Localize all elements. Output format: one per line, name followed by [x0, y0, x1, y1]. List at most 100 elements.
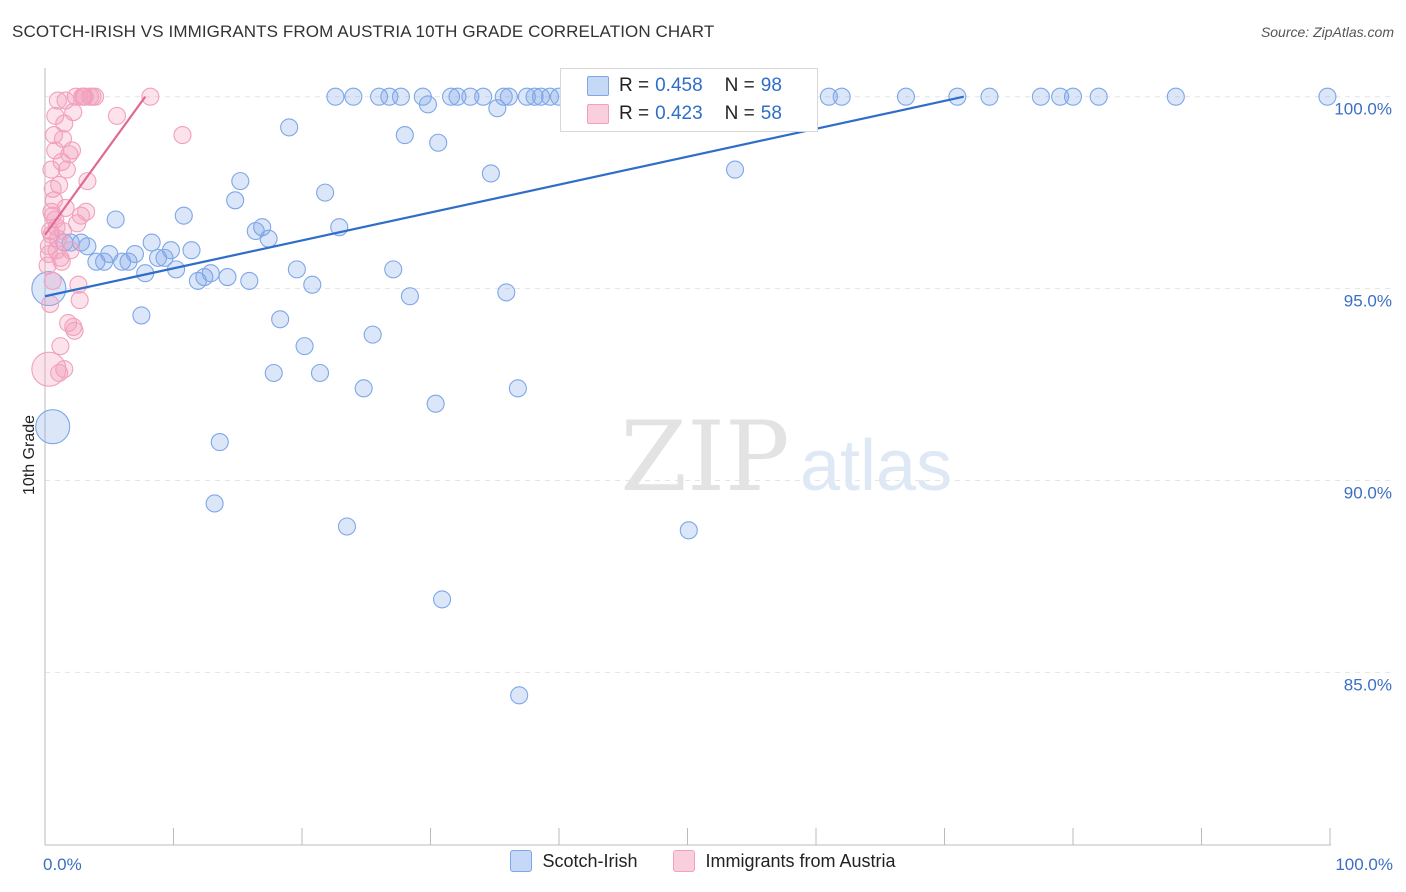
scotch-irish-point — [474, 87, 493, 106]
scotch-irish-point — [481, 164, 500, 183]
scotch-irish-point — [525, 87, 544, 106]
austria-trend-line — [44, 96, 147, 236]
scotch-irish-point — [161, 241, 180, 260]
legend-row-austria: R = 0.423 N = 58 — [587, 101, 782, 127]
series-legend: Scotch-Irish Immigrants from Austria — [0, 850, 1406, 872]
scotch-irish-point — [240, 271, 259, 290]
n-value-austria: 58 — [760, 103, 782, 124]
scotch-irish-point — [78, 237, 97, 256]
legend-label-austria: Immigrants from Austria — [705, 850, 896, 871]
scotch-irish-point — [253, 218, 272, 237]
scotch-irish-point — [517, 87, 536, 106]
scotch-irish-point — [119, 252, 138, 271]
scotch-irish-point — [201, 264, 220, 283]
legend-label-scotch-irish: Scotch-Irish — [542, 850, 638, 871]
austria-point — [43, 271, 62, 290]
scotch-irish-point — [510, 686, 529, 705]
x-tick-label-max: 100.0% — [1335, 855, 1393, 874]
scotch-irish-point — [125, 244, 144, 264]
austria-point — [42, 160, 61, 179]
scotch-irish-point — [497, 283, 516, 302]
austria-point — [60, 145, 79, 164]
austria-point — [44, 126, 64, 145]
scotch-irish-point — [155, 248, 174, 267]
scotch-irish-point — [1089, 87, 1108, 106]
austria-point — [52, 252, 71, 271]
scotch-irish-point — [896, 87, 916, 106]
scotch-irish-point — [132, 306, 151, 325]
scotch-irish-point — [429, 133, 448, 152]
scotch-irish-point — [400, 287, 419, 306]
gridlines — [45, 96, 1390, 673]
scotch-irish-point — [426, 394, 445, 413]
austria-point — [56, 91, 75, 110]
scotch-irish-point — [354, 379, 373, 398]
legend-swatch-blue — [587, 76, 609, 96]
watermark-zip: ZIP — [620, 401, 789, 513]
x-tick-label-min: 0.0% — [43, 855, 82, 874]
y-tick-label: 100.0% — [1334, 100, 1392, 119]
scotch-irish-point — [316, 183, 335, 202]
legend-item-austria[interactable]: Immigrants from Austria — [673, 850, 896, 872]
scotch-irish-point — [499, 87, 518, 106]
scotch-irish-point — [226, 191, 245, 210]
scotch-irish-point — [264, 363, 283, 383]
scotch-irish-point — [259, 229, 278, 248]
r-value-scotch-irish: 0.458 — [655, 75, 703, 96]
austria-point — [51, 337, 70, 356]
axes — [44, 68, 1331, 846]
scotch-irish-point — [832, 87, 851, 106]
austria-point — [107, 106, 127, 125]
r-value-austria: 0.423 — [655, 103, 703, 124]
scotch-irish-point — [280, 118, 299, 137]
scotch-irish-point — [391, 87, 410, 106]
austria-point — [173, 126, 192, 145]
scotch-irish-point — [142, 233, 161, 252]
y-axis-label: 10th Grade — [21, 415, 38, 495]
scotch-irish-point — [395, 126, 414, 145]
scotch-irish-point — [448, 87, 467, 106]
y-tick-label: 90.0% — [1344, 483, 1392, 502]
scotch-irish-point — [488, 99, 507, 118]
scotch-irish-point — [182, 241, 201, 260]
scotch-irish-point — [326, 87, 345, 106]
source-label: Source: ZipAtlas.com — [1260, 24, 1394, 40]
scotch-irish-point — [370, 87, 389, 106]
scotch-irish-point — [494, 87, 513, 106]
chart-title: SCOTCH-IRISH VS IMMIGRANTS FROM AUSTRIA … — [12, 22, 715, 41]
scotch-irish-point — [287, 260, 306, 279]
austria-point — [78, 172, 97, 191]
scotch-irish-point — [271, 310, 290, 329]
scotch-irish-point — [1166, 87, 1185, 106]
austria-point — [50, 363, 69, 383]
scotch-irish-point — [295, 337, 314, 356]
scotch-irish-point — [1063, 87, 1083, 106]
scotch-irish-point — [174, 206, 193, 225]
legend-row-scotch-irish: R = 0.458 N = 98 — [587, 73, 782, 99]
scotch-irish-point — [980, 87, 999, 106]
austria-point — [57, 160, 76, 179]
scotch-irish-point — [725, 160, 745, 179]
scotch-irish-point — [205, 494, 224, 513]
austria-point — [70, 291, 89, 310]
scotch-irish-point — [231, 172, 250, 191]
scotch-irish-point — [1318, 87, 1337, 106]
scotch-irish-point — [418, 95, 437, 114]
scotch-irish-point — [363, 325, 382, 344]
legend-swatch-pink — [587, 104, 609, 124]
scotch-irish-point — [461, 87, 480, 106]
austria-point — [86, 87, 105, 106]
scotch-irish-point — [819, 87, 838, 106]
scotch-irish-point — [35, 409, 71, 445]
legend-item-scotch-irish[interactable]: Scotch-Irish — [510, 850, 637, 872]
austria-point — [64, 317, 83, 336]
y-tick-label: 85.0% — [1344, 675, 1392, 694]
austria-point — [31, 351, 67, 387]
scotch-irish-point — [384, 260, 403, 279]
austria-point — [68, 214, 87, 233]
data-points — [31, 87, 1337, 705]
scotch-irish-point — [106, 210, 125, 229]
legend-swatch-austria — [673, 850, 696, 872]
scotch-irish-point — [303, 275, 322, 294]
